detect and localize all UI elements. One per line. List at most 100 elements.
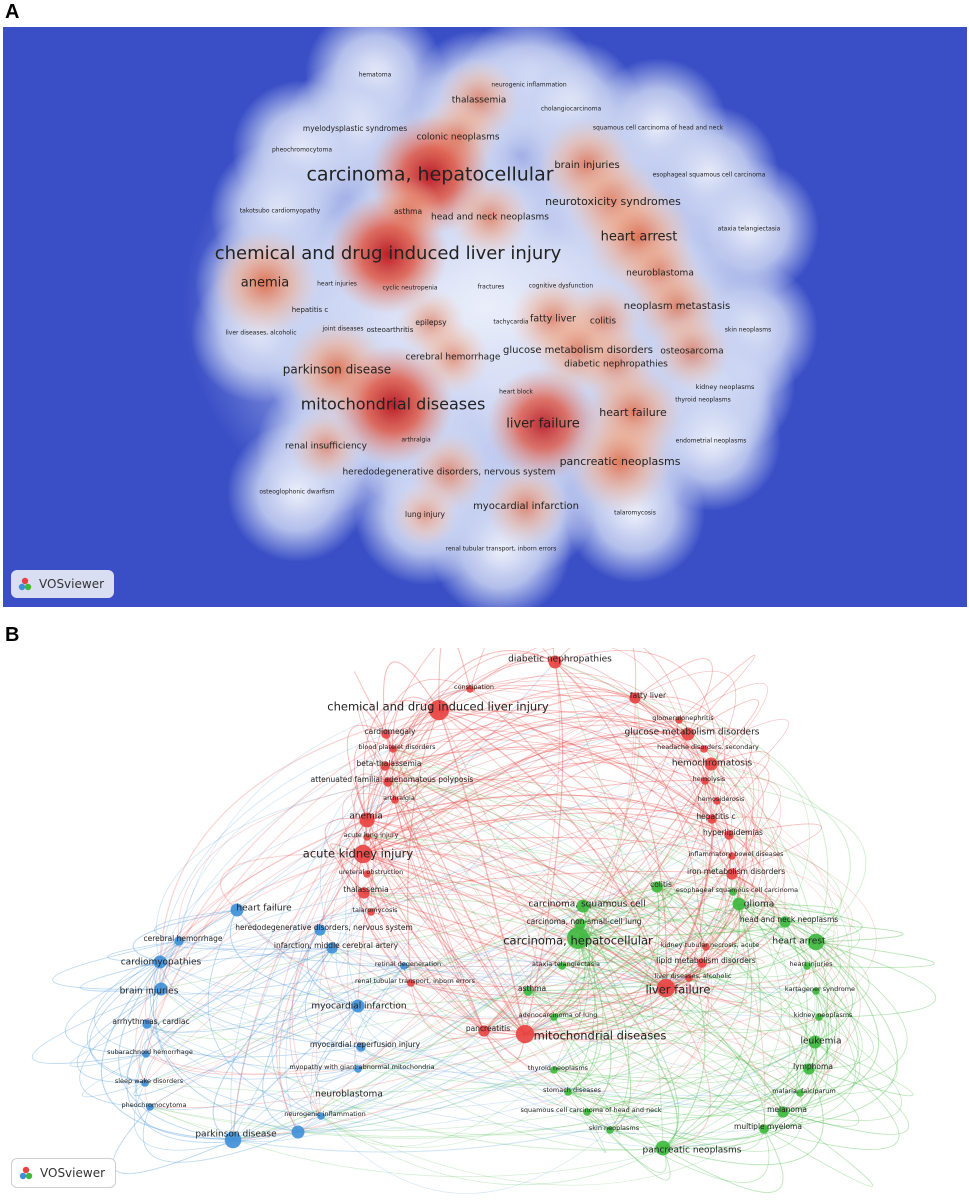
network-link xyxy=(385,733,485,1032)
network-link xyxy=(634,658,713,735)
network-link xyxy=(483,719,680,1032)
network-link xyxy=(366,836,703,964)
network-node-heart-injuries xyxy=(803,962,811,970)
network-labels: diabetic nephropathies constipation fatty … xyxy=(107,655,855,1156)
network-link xyxy=(178,940,690,979)
network-link xyxy=(297,965,563,1133)
network-node-esophageal-squamous-cell-carcinoma xyxy=(729,888,737,896)
network-node-stomach-diseases xyxy=(564,1088,572,1096)
vosviewer-badge: VOSviewer xyxy=(11,570,115,598)
network-link xyxy=(370,719,680,913)
network-label-adenocarcinoma-of-lung: adenocarcinoma of lung xyxy=(519,1011,598,1019)
network-label-liver-diseases-alcoholic: liver diseases, alcoholic xyxy=(654,972,731,980)
network-link xyxy=(483,855,733,1032)
network-link xyxy=(567,923,604,1093)
network-link xyxy=(297,1041,816,1139)
density-term-skin-neoplasms: skin neoplasms xyxy=(725,327,771,334)
network-link xyxy=(656,886,706,1149)
network-link xyxy=(310,1005,359,1117)
network-link xyxy=(360,1046,555,1093)
network-link xyxy=(357,886,658,1070)
network-link xyxy=(362,853,555,1018)
network-link xyxy=(524,834,730,1035)
network-link xyxy=(336,836,368,894)
network-link xyxy=(438,648,471,711)
network-link xyxy=(469,685,706,782)
network-link xyxy=(160,988,664,1151)
network-label-pheochromocytoma: pheochromocytoma xyxy=(122,1101,187,1109)
network-link xyxy=(297,800,718,1133)
density-term-takotsubo-cardiomyopathy: takotsubo cardiomyopathy xyxy=(240,208,321,215)
network-link xyxy=(782,1016,902,1121)
density-term-neoplasm-metastasis: neoplasm metastasis xyxy=(624,301,730,312)
network-link xyxy=(363,892,563,967)
network-link xyxy=(387,781,801,1094)
vosviewer-badge-label: VOSviewer xyxy=(40,1166,106,1180)
network-link xyxy=(662,921,808,1149)
network-link xyxy=(207,909,322,1117)
density-term-osteoarthritis: osteoarthritis xyxy=(367,326,414,334)
network-link xyxy=(710,760,770,836)
density-term-tachycardia: tachycardia xyxy=(493,319,528,326)
network-link xyxy=(384,765,816,1043)
network-link xyxy=(384,711,689,767)
network-link xyxy=(64,961,161,1055)
network-node-glucose-metabolism-disorders xyxy=(681,727,695,741)
network-link xyxy=(634,670,737,782)
network-link xyxy=(387,716,712,783)
network-link xyxy=(357,903,740,1070)
network-link xyxy=(579,923,680,1149)
network-link xyxy=(362,731,689,855)
network-link xyxy=(362,853,801,1094)
network-link xyxy=(394,799,529,992)
network-link xyxy=(527,661,560,992)
network-node-cardiomyopathies xyxy=(153,955,167,969)
network-node-neurogenic-inflammation xyxy=(317,1112,325,1120)
network-link xyxy=(609,1016,829,1140)
network-link xyxy=(392,739,713,820)
network-label-headache-disorders-secondary: headache disorders, secondary xyxy=(657,743,759,751)
network-node-acute-kidney-injury xyxy=(353,844,373,864)
network-link xyxy=(392,748,703,964)
network-link xyxy=(394,799,526,1035)
network-link xyxy=(160,965,563,997)
network-link xyxy=(366,715,689,821)
network-link xyxy=(366,819,485,1032)
network-link xyxy=(155,781,389,963)
network-link xyxy=(469,688,734,893)
network-link xyxy=(357,818,713,1070)
network-link xyxy=(392,748,707,948)
density-heat-mitochondrial-diseases xyxy=(333,345,453,465)
network-label-melanoma: melanoma xyxy=(767,1105,807,1114)
network-link xyxy=(527,990,820,1031)
network-link xyxy=(358,705,396,801)
network-link xyxy=(331,947,801,1094)
network-link xyxy=(704,780,762,948)
network-link xyxy=(403,965,667,996)
network-link xyxy=(738,903,854,1043)
network-node-ataxia-telangiectasia xyxy=(558,962,566,970)
network-node-inflammatory-bowel-diseases xyxy=(728,852,736,860)
network-link xyxy=(567,886,660,1093)
network-node-hemochromatosis xyxy=(704,757,718,771)
network-link xyxy=(362,700,440,838)
network-label-esophageal-squamous-cell-carcinoma: esophageal squamous cell carcinoma xyxy=(676,886,798,894)
network-link xyxy=(738,903,863,943)
network-node-liver-failure xyxy=(656,978,676,998)
network-link xyxy=(331,873,733,949)
network-link xyxy=(731,873,840,1113)
network-link xyxy=(360,1046,664,1151)
network-link xyxy=(232,982,412,1141)
network-link xyxy=(483,903,740,1032)
network-link xyxy=(688,780,764,979)
network-link xyxy=(362,807,713,855)
network-link xyxy=(384,765,658,888)
network-node-asthma xyxy=(523,986,533,996)
network-link xyxy=(656,849,767,888)
network-link xyxy=(483,1030,569,1106)
network-link xyxy=(394,775,713,820)
network-node-kidney-tubular-necrosis-acute xyxy=(702,943,710,951)
network-link xyxy=(665,977,748,1004)
network-link xyxy=(370,733,689,913)
network-link xyxy=(567,962,709,1093)
